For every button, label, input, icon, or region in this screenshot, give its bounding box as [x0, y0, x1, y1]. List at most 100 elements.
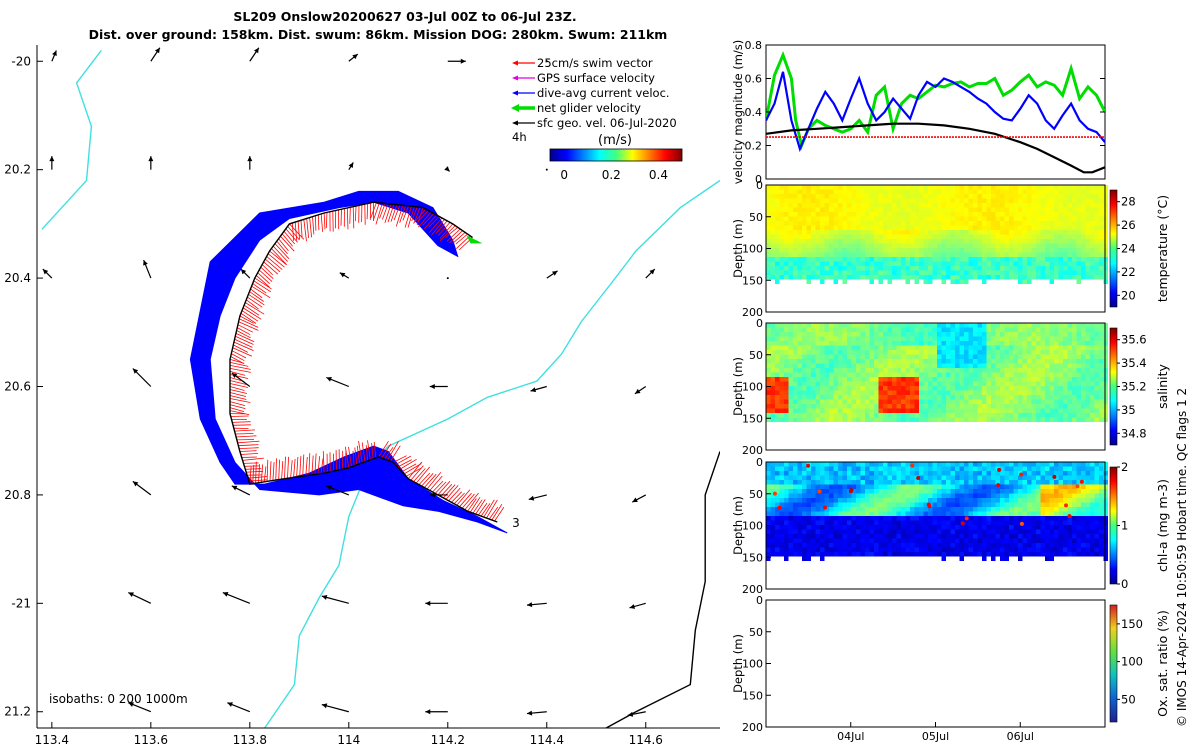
time-xtick-0: 04Jul	[837, 730, 864, 743]
map-ytick-0: -20	[11, 54, 31, 68]
chlorophyll-ytick-1: 50	[749, 488, 763, 501]
velocity-series-1	[766, 71, 1105, 153]
temperature-ytick-4: 200	[742, 306, 763, 319]
salinity-cbar-tick-3: 35.4	[1121, 356, 1147, 370]
coastline-1	[264, 179, 720, 728]
map-panel: 3 113.4 113.6 113.8 114 114.2 114.4 114.6 -20 2…	[4, 45, 720, 747]
temperature-ytick-2: 100	[742, 243, 763, 256]
chlorophyll-ytick-3: 150	[742, 551, 763, 564]
isobaths-label: isobaths: 0 200 1000m	[49, 692, 188, 706]
chlorophyll-ylabel: Depth (m)	[731, 496, 745, 555]
map-xtick-0: 113.4	[35, 733, 69, 747]
legend-time-step: 4h	[512, 130, 527, 144]
salinity-ytick-4: 200	[742, 444, 763, 457]
chlorophyll-ytick-2: 100	[742, 520, 763, 533]
salinity-colorbar	[1109, 327, 1118, 446]
salinity-ytick-3: 150	[742, 412, 763, 425]
temperature-cbar-tick-1: 22	[1121, 265, 1136, 279]
oxygen-ytick-2: 100	[742, 658, 763, 671]
chlorophyll-colorbar	[1109, 466, 1118, 585]
velocity-ytick-1: 0.2	[745, 140, 763, 153]
map-ytick-1: 20.2	[4, 163, 31, 177]
velocity-ylabel: velocity magnitude (m/s)	[731, 40, 745, 185]
time-xtick-1: 05Jul	[922, 730, 949, 743]
chlorophyll-cbar-tick-0: 0	[1121, 577, 1128, 591]
temperature-ylabel: Depth (m)	[731, 219, 745, 278]
temperature-cbar-tick-2: 24	[1121, 242, 1136, 256]
oxygen-cbar-tick-0: 50	[1121, 692, 1136, 706]
chlorophyll-section	[766, 462, 1108, 561]
velocity-panel: 0 0.2 0.4 0.6 0.8 velocity magnitude (m/s)	[731, 39, 1106, 186]
oxygen-ytick-3: 150	[742, 689, 763, 702]
map-ytick-3: 20.6	[4, 380, 31, 394]
salinity-ylabel: Depth (m)	[731, 357, 745, 416]
legend-swim-vector: 25cm/s swim vector	[537, 56, 653, 70]
chlorophyll-cbar-tick-1: 1	[1121, 519, 1128, 533]
velocity-ytick-0: 0	[755, 173, 762, 186]
map-legend: 25cm/s swim vector GPS surface velocity …	[511, 56, 683, 182]
map-cbar-tick-1: 0.2	[602, 168, 621, 182]
map-xtick-4: 114.2	[431, 733, 465, 747]
coastline-0	[41, 49, 102, 230]
time-xtick-2: 06Jul	[1007, 730, 1034, 743]
sfc-geo-arrows	[42, 47, 656, 717]
map-xtick-6: 114.6	[629, 733, 663, 747]
title-line-2: Dist. over ground: 158km. Dist. swum: 86…	[89, 27, 668, 42]
salinity-panel: 0 50 100 150 200 Depth (m) 34.8 35 35.2 35.4 35.6 s…	[731, 317, 1170, 457]
velocity-ytick-4: 0.8	[745, 39, 763, 52]
map-xtick-1: 113.6	[134, 733, 168, 747]
salinity-section	[766, 323, 1108, 422]
salinity-ytick-2: 100	[742, 381, 763, 394]
velocity-series-0	[766, 50, 1105, 151]
velocity-ytick-3: 0.6	[745, 73, 763, 86]
temperature-ytick-1: 50	[749, 211, 763, 224]
oxygen-cbar-label: Ox. sat. ratio (%)	[1155, 610, 1170, 717]
map-colorbar-title: (m/s)	[598, 133, 632, 148]
salinity-cbar-tick-0: 34.8	[1121, 426, 1147, 440]
swim-vectors	[229, 202, 505, 522]
imos-side-text: © IMOS 14-Apr-2024 10:50:59 Hobart time.…	[1175, 388, 1189, 727]
chlorophyll-cbar-label: chl-a (mg m-3)	[1155, 479, 1170, 572]
chlorophyll-ytick-0: 0	[756, 456, 763, 469]
velocity-ytick-2: 0.4	[745, 106, 763, 119]
oxygen-panel: 0 50 100 150 200 Depth (m) 50 100 150 Ox. sat. ra…	[731, 594, 1170, 743]
salinity-cbar-tick-1: 35	[1121, 403, 1136, 417]
map-xtick-5: 114.4	[530, 733, 564, 747]
chlorophyll-cbar-tick-2: 2	[1121, 460, 1128, 474]
salinity-cbar-label: salinity	[1155, 363, 1170, 408]
temperature-cbar-tick-3: 26	[1121, 218, 1136, 232]
track-label-0: 3	[512, 516, 520, 530]
temperature-section	[766, 185, 1108, 284]
map-colorbar	[549, 148, 683, 162]
legend-dive-avg-current: dive-avg current veloc.	[537, 86, 670, 100]
salinity-ytick-0: 0	[756, 317, 763, 330]
map-cbar-tick-2: 0.4	[649, 168, 668, 182]
salinity-ytick-1: 50	[749, 349, 763, 362]
legend-gps-velocity: GPS surface velocity	[537, 71, 655, 85]
map-cbar-tick-0: 0	[560, 168, 568, 182]
dive-avg-current-vectors	[189, 190, 508, 534]
temperature-ytick-3: 150	[742, 274, 763, 287]
oxygen-cbar-tick-2: 150	[1121, 617, 1143, 631]
title-line-1: SL209 Onslow20200627 03-Jul 00Z to 06-Ju…	[233, 9, 576, 24]
oxygen-ytick-4: 200	[742, 721, 763, 734]
oxygen-ytick-0: 0	[756, 594, 763, 607]
glider-track	[229, 201, 498, 523]
oxygen-cbar-tick-1: 100	[1121, 655, 1143, 669]
chlorophyll-panel: 0 50 100 150 200 Depth (m) 0 1 2 chl-a (mg m-3)	[731, 456, 1170, 596]
map-xtick-2: 113.8	[233, 733, 267, 747]
temperature-ytick-0: 0	[756, 179, 763, 192]
map-xtick-3: 114	[337, 733, 360, 747]
temperature-cbar-tick-0: 20	[1121, 288, 1136, 302]
temperature-colorbar	[1109, 189, 1118, 308]
oxygen-colorbar	[1109, 604, 1118, 723]
map-ytick-4: 20.8	[4, 488, 31, 502]
map-ytick-2: 20.4	[4, 271, 31, 285]
chlorophyll-ytick-4: 200	[742, 583, 763, 596]
salinity-cbar-tick-4: 35.6	[1121, 333, 1147, 347]
velocity-series-2	[766, 122, 1105, 174]
net-glider-velocity	[466, 235, 483, 244]
temperature-cbar-tick-4: 28	[1121, 195, 1136, 209]
legend-sfc-geo-velocity: sfc geo. vel. 06-Jul-2020	[537, 116, 677, 130]
